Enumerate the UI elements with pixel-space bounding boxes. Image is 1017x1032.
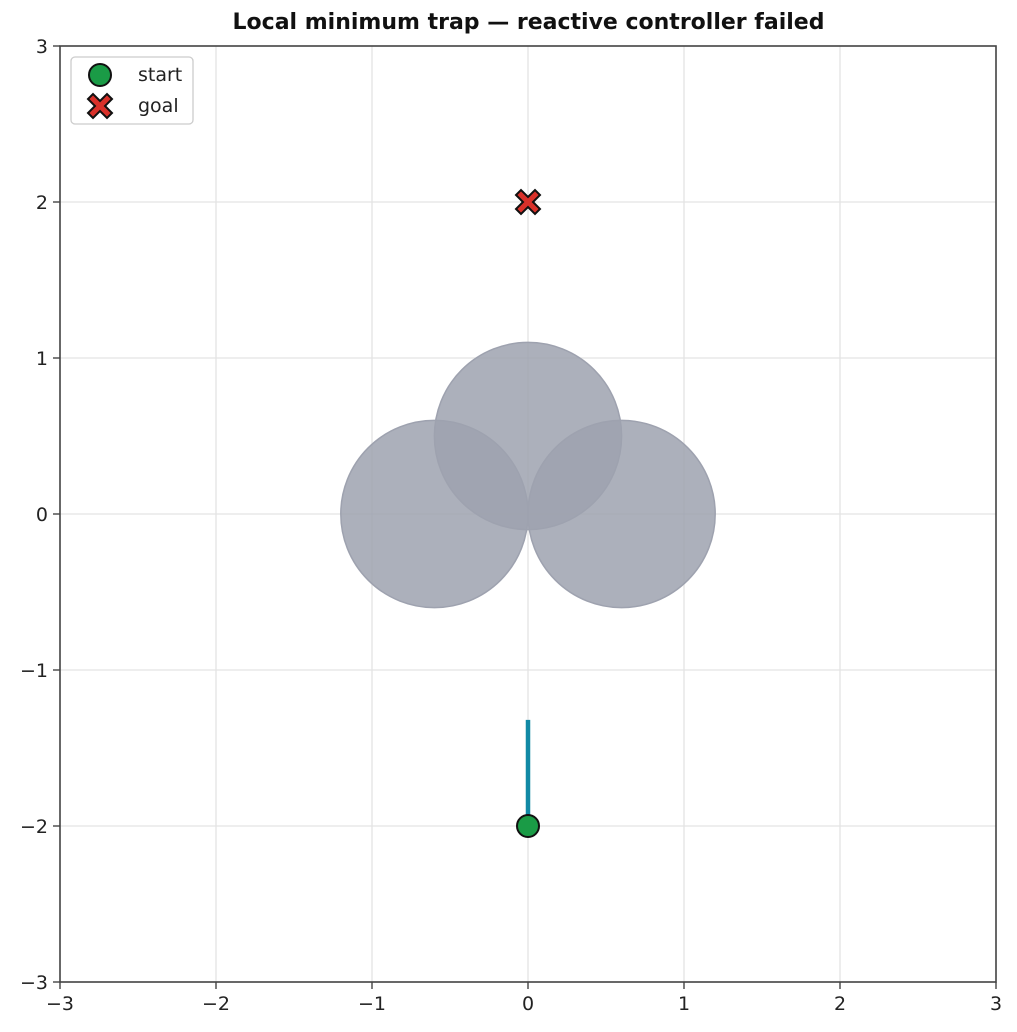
axis-layer: −3 −2 −1 0 1 2 3 −3 −2 −1 0 1 2 3 (20, 36, 1002, 1015)
x-tick-label: −3 (46, 993, 74, 1015)
legend-start-marker (88, 63, 112, 87)
start-marker (516, 814, 540, 838)
y-tick-label: −1 (20, 660, 48, 682)
obstacle-layer (340, 341, 716, 609)
x-tick-label: 1 (678, 993, 690, 1015)
y-tick-label: −2 (20, 816, 48, 838)
y-tick-label: 3 (36, 36, 48, 58)
y-tick-label: 2 (36, 192, 48, 214)
x-tick-label: 3 (990, 993, 1002, 1015)
x-tick-label: −1 (358, 993, 386, 1015)
chart-title: Local minimum trap — reactive controller… (232, 10, 825, 35)
x-tick-label: −2 (202, 993, 230, 1015)
marker-layer (514, 188, 542, 838)
legend-goal-marker (86, 92, 114, 120)
x-tick-label: 0 (522, 993, 534, 1015)
y-tick-label: 1 (36, 348, 48, 370)
goal-marker (514, 188, 542, 216)
obstacle-circle-3 (527, 419, 716, 609)
y-tick-label: 0 (36, 504, 48, 526)
x-tick-label: 2 (834, 993, 846, 1015)
legend-goal-label: goal (138, 95, 179, 117)
legend: start goal (70, 56, 194, 125)
y-tick-label: −3 (20, 972, 48, 994)
legend-start-label: start (138, 64, 182, 86)
